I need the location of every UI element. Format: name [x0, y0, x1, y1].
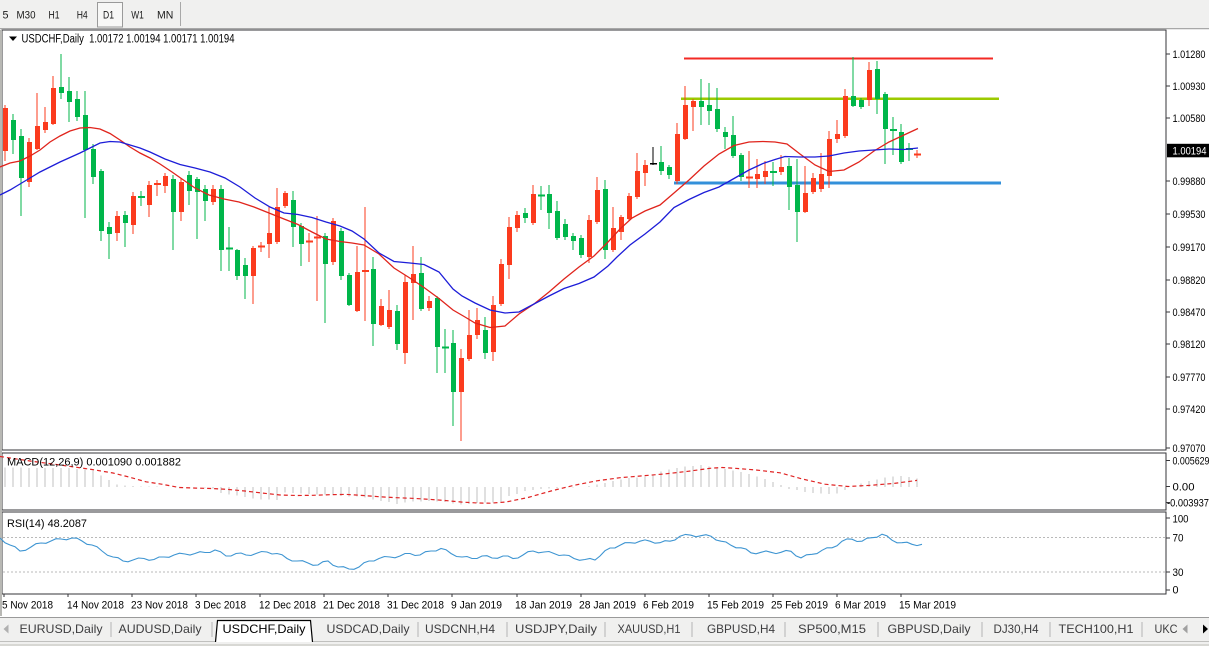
svg-text:100: 100 — [1173, 514, 1189, 526]
svg-text:0.97770: 0.97770 — [1173, 372, 1206, 384]
svg-text:0: 0 — [1173, 585, 1179, 597]
svg-text:15 Mar 2019: 15 Mar 2019 — [899, 600, 956, 612]
svg-text:UKC: UKC — [1155, 622, 1178, 636]
svg-text:28 Jan 2019: 28 Jan 2019 — [579, 600, 636, 612]
svg-text:5: 5 — [3, 10, 9, 22]
svg-text:EURUSD,Daily: EURUSD,Daily — [20, 622, 103, 636]
svg-text:TECH100,H1: TECH100,H1 — [1059, 622, 1134, 636]
svg-text:SP500,M15: SP500,M15 — [798, 622, 866, 636]
svg-text:USDJPY,Daily: USDJPY,Daily — [515, 622, 597, 636]
svg-text:GBPUSD,Daily: GBPUSD,Daily — [888, 622, 971, 636]
svg-text:H1: H1 — [49, 10, 60, 22]
svg-text:M30: M30 — [17, 10, 36, 22]
svg-text:USDCAD,Daily: USDCAD,Daily — [327, 622, 410, 636]
svg-text:12 Dec 2018: 12 Dec 2018 — [259, 600, 316, 612]
svg-text:70: 70 — [1173, 533, 1184, 545]
svg-text:USDCHF,Daily: USDCHF,Daily — [223, 622, 306, 636]
svg-text:0.005629: 0.005629 — [1173, 456, 1209, 468]
svg-text:H4: H4 — [77, 10, 88, 22]
svg-text:RSI(14) 48.2087: RSI(14) 48.2087 — [7, 518, 87, 530]
svg-text:0.98820: 0.98820 — [1173, 275, 1206, 287]
svg-text:0.99530: 0.99530 — [1173, 209, 1206, 221]
svg-text:31 Dec 2018: 31 Dec 2018 — [387, 600, 444, 612]
svg-text:AUDUSD,Daily: AUDUSD,Daily — [119, 622, 202, 636]
svg-text:0.99170: 0.99170 — [1173, 242, 1206, 254]
svg-text:23 Nov 2018: 23 Nov 2018 — [131, 600, 188, 612]
svg-text:30: 30 — [1173, 567, 1184, 579]
svg-text:1.00194: 1.00194 — [1173, 146, 1207, 158]
svg-text:18 Jan 2019: 18 Jan 2019 — [515, 600, 572, 612]
svg-text:6 Feb 2019: 6 Feb 2019 — [643, 600, 694, 612]
svg-text:1.00580: 1.00580 — [1173, 113, 1206, 125]
svg-text:21 Dec 2018: 21 Dec 2018 — [323, 600, 380, 612]
svg-text:6 Mar 2019: 6 Mar 2019 — [835, 600, 886, 612]
svg-text:DJ30,H4: DJ30,H4 — [994, 622, 1039, 636]
svg-text:3 Dec 2018: 3 Dec 2018 — [195, 600, 246, 612]
svg-text:W1: W1 — [131, 10, 144, 22]
svg-text:0.97070: 0.97070 — [1173, 443, 1206, 455]
svg-text:14 Nov 2018: 14 Nov 2018 — [67, 600, 124, 612]
svg-text:USDCHF,Daily 1.00172 1.00194: USDCHF,Daily 1.00172 1.00194 1.00171 1.0… — [22, 34, 235, 46]
svg-text:1.01280: 1.01280 — [1173, 49, 1206, 61]
svg-text:1.00930: 1.00930 — [1173, 81, 1206, 93]
svg-text:MN: MN — [157, 10, 173, 22]
svg-text:0.98470: 0.98470 — [1173, 307, 1206, 319]
svg-text:MACD(12,26,9) 0.001090 0.00188: MACD(12,26,9) 0.001090 0.001882 — [7, 457, 181, 469]
svg-text:0.97420: 0.97420 — [1173, 404, 1206, 416]
svg-text:XAUUSD,H1: XAUUSD,H1 — [618, 622, 681, 636]
svg-text:0.00: 0.00 — [1173, 482, 1195, 494]
svg-text:D1: D1 — [103, 10, 114, 22]
svg-text:5 Nov 2018: 5 Nov 2018 — [2, 600, 53, 612]
svg-text:25 Feb 2019: 25 Feb 2019 — [771, 600, 828, 612]
svg-text:USDCNH,H4: USDCNH,H4 — [425, 622, 495, 636]
svg-text:-0.003937: -0.003937 — [1167, 498, 1209, 510]
svg-text:15 Feb 2019: 15 Feb 2019 — [707, 600, 764, 612]
svg-text:9 Jan 2019: 9 Jan 2019 — [451, 600, 502, 612]
svg-text:0.99880: 0.99880 — [1173, 176, 1206, 188]
svg-text:0.98120: 0.98120 — [1173, 339, 1206, 351]
svg-text:GBPUSD,H4: GBPUSD,H4 — [707, 622, 775, 636]
